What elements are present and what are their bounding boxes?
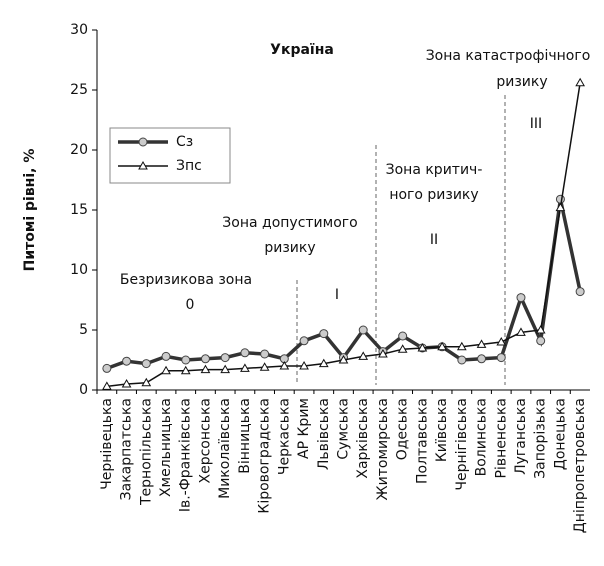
annotation: III <box>530 116 542 132</box>
point <box>121 378 132 388</box>
point <box>102 363 112 373</box>
x-tick-label: Харківська <box>355 398 371 479</box>
point <box>279 360 290 370</box>
x-tick-label: Рівненська <box>493 398 509 479</box>
point <box>477 354 487 364</box>
point <box>318 358 329 368</box>
x-tick-label: Херсонська <box>197 398 213 484</box>
x-tick-label: Хмельницька <box>158 398 174 497</box>
legend-label: Сз <box>176 134 193 150</box>
x-tick-label: Запорізька <box>533 398 549 479</box>
annotation: Зона допустимого <box>222 215 357 231</box>
point <box>398 331 408 341</box>
point <box>535 324 546 334</box>
x-tick-label: Одеська <box>395 398 411 460</box>
x-tick-label: Київська <box>434 398 450 462</box>
point <box>181 355 191 365</box>
point <box>101 381 112 390</box>
x-tick-label: Кіровоградська <box>257 398 273 514</box>
annotation: Зона катастрофічного <box>426 48 591 64</box>
y-tick-label: 25 <box>70 82 88 98</box>
annotation: 0 <box>186 297 195 313</box>
point <box>358 351 369 360</box>
point <box>476 339 487 348</box>
annotation: Україна <box>270 42 334 58</box>
annotation: ного ризику <box>389 187 478 203</box>
annotation: Безризикова зона <box>120 272 252 288</box>
annotation: ризику <box>496 74 547 90</box>
point <box>536 336 546 346</box>
point <box>299 336 309 346</box>
point <box>378 348 388 358</box>
x-tick-label: Тернопільська <box>138 398 154 506</box>
point <box>555 194 565 204</box>
annotation: I <box>335 287 339 303</box>
point <box>417 342 428 352</box>
x-tick-label: Черкаська <box>276 398 292 475</box>
annotation: II <box>430 232 438 248</box>
y-tick-label: 5 <box>79 322 88 338</box>
x-tick-label: Волинська <box>474 398 490 476</box>
point <box>122 356 132 366</box>
y-axis-label: Питомі рівні, % <box>22 149 38 272</box>
point <box>397 344 408 353</box>
point <box>259 362 270 371</box>
point <box>496 336 507 346</box>
point <box>496 353 506 363</box>
point <box>138 160 148 170</box>
point <box>220 364 231 374</box>
x-tick-label: Чернівецька <box>99 398 115 490</box>
point <box>456 341 467 351</box>
x-tick-label: Луганська <box>513 398 529 475</box>
point <box>200 364 211 374</box>
x-tick-label: Дніпропетровська <box>572 398 588 533</box>
point <box>260 349 270 359</box>
point <box>220 353 230 363</box>
x-tick-label: Ів.-Франківська <box>178 398 194 512</box>
point <box>555 202 566 212</box>
point <box>161 365 171 375</box>
x-tick-label: АР Крим <box>296 398 312 459</box>
annotation: Зона критич- <box>386 162 483 178</box>
annotation: ризику <box>264 240 315 256</box>
point <box>180 365 191 375</box>
point <box>240 348 250 358</box>
point <box>299 360 309 370</box>
x-tick-label: Сумська <box>336 398 352 460</box>
point <box>141 377 152 387</box>
y-tick-label: 15 <box>70 202 88 218</box>
y-tick-label: 30 <box>70 22 88 38</box>
point <box>358 325 368 335</box>
legend-box <box>109 127 231 184</box>
x-tick-label: Миколаївська <box>217 398 233 499</box>
x-tick-label: Донецька <box>552 398 568 470</box>
point <box>161 351 171 361</box>
x-tick-label: Житомирська <box>375 398 391 500</box>
point <box>141 359 151 369</box>
point <box>338 354 349 364</box>
y-tick-label: 20 <box>70 142 88 158</box>
point <box>575 77 586 87</box>
point <box>516 327 526 336</box>
x-tick-label: Львівська <box>316 398 332 470</box>
point <box>437 341 447 351</box>
legend-label: Зпс <box>176 158 202 174</box>
x-tick-label: Закарпатська <box>119 398 135 500</box>
y-tick-label: 0 <box>79 382 88 398</box>
point <box>138 137 148 147</box>
x-tick-label: Чернігівська <box>454 398 470 491</box>
point <box>319 329 329 339</box>
point <box>516 293 526 303</box>
y-tick-label: 10 <box>70 262 88 278</box>
point <box>240 363 250 372</box>
x-tick-label: Полтавська <box>414 398 430 484</box>
point <box>575 287 585 297</box>
point <box>200 354 210 364</box>
x-tick-label: Вінницька <box>237 398 253 474</box>
point <box>457 355 467 365</box>
